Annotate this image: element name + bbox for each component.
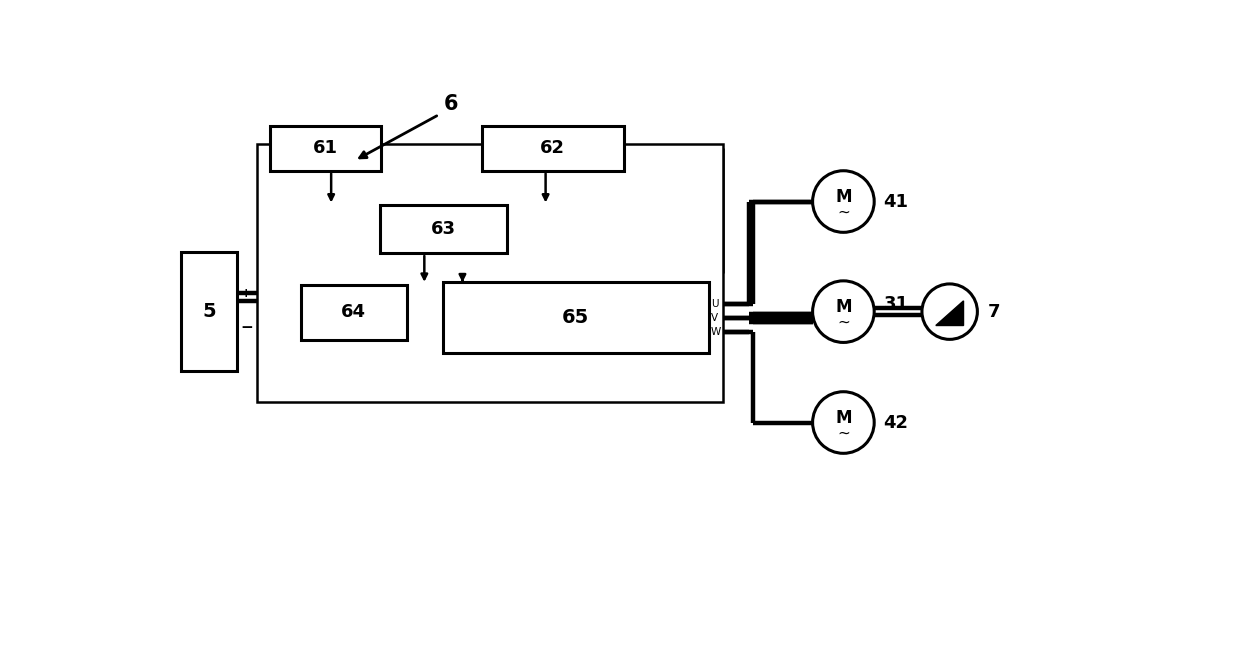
Text: M: M [836, 298, 852, 316]
Text: +: + [241, 288, 252, 300]
Text: 61: 61 [312, 139, 339, 157]
Circle shape [921, 284, 977, 339]
Text: 63: 63 [430, 220, 456, 239]
Text: 62: 62 [541, 139, 565, 157]
FancyBboxPatch shape [481, 126, 624, 171]
Text: 65: 65 [562, 308, 589, 327]
FancyBboxPatch shape [257, 144, 723, 402]
Text: 7: 7 [988, 302, 1001, 321]
Text: 41: 41 [883, 193, 909, 210]
Circle shape [812, 171, 874, 233]
Circle shape [812, 392, 874, 454]
Text: M: M [836, 409, 852, 427]
Text: ~: ~ [837, 315, 849, 330]
Text: −: − [241, 321, 253, 335]
Circle shape [812, 281, 874, 343]
Text: 64: 64 [341, 304, 366, 321]
Text: W: W [711, 327, 722, 337]
Text: V: V [711, 312, 718, 323]
Text: 5: 5 [202, 302, 216, 321]
Text: U: U [711, 299, 718, 309]
Text: 42: 42 [883, 413, 909, 431]
Text: 6: 6 [444, 93, 458, 114]
FancyBboxPatch shape [270, 126, 382, 171]
Text: M: M [836, 188, 852, 206]
FancyBboxPatch shape [181, 251, 237, 371]
FancyBboxPatch shape [443, 282, 708, 353]
Text: ~: ~ [837, 426, 849, 441]
FancyBboxPatch shape [300, 285, 407, 340]
Text: ~: ~ [837, 205, 849, 220]
Text: 31: 31 [883, 295, 909, 313]
FancyBboxPatch shape [379, 206, 507, 253]
Polygon shape [936, 301, 963, 325]
